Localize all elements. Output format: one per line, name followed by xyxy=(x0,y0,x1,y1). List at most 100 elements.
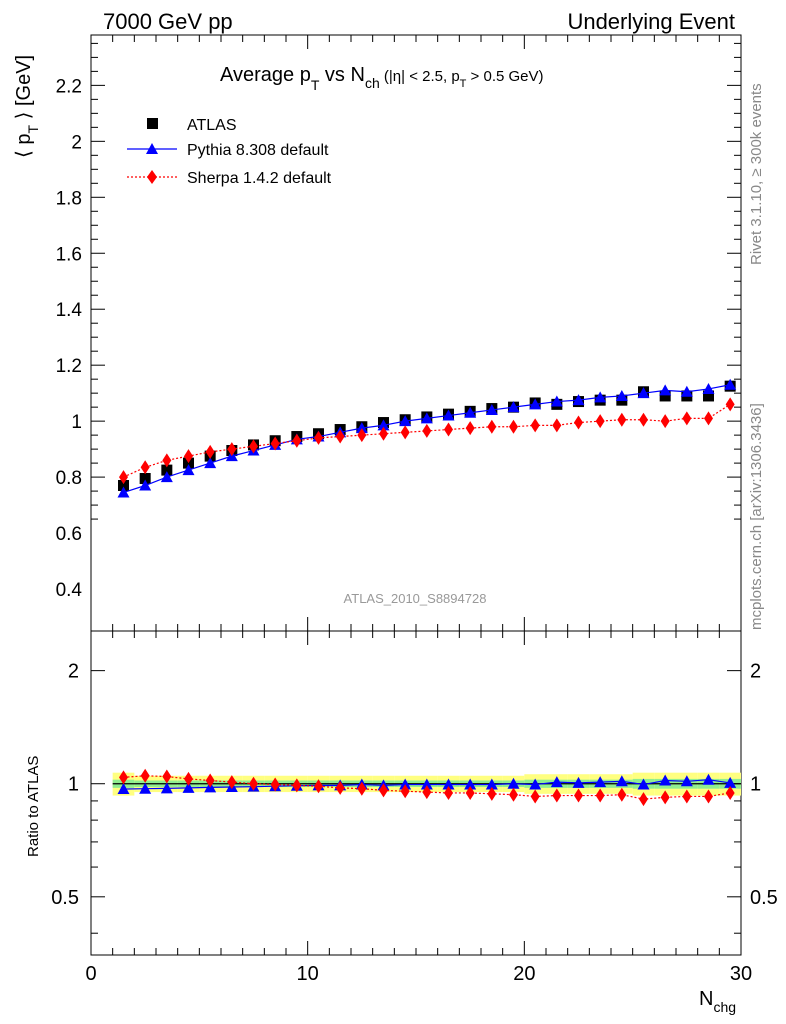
main-y-axis-label-a: ⟨ p xyxy=(13,134,35,158)
main-y-axis-label: ⟨ pT ⟩ [GeV] xyxy=(13,55,41,158)
pythia-ratio-point xyxy=(724,776,737,788)
pythia-main-point xyxy=(529,398,542,410)
sherpa-ratio-point xyxy=(184,771,193,786)
pythia-ratio-point xyxy=(572,776,585,788)
pythia-ratio-point xyxy=(442,778,455,790)
legend-pythia-label: Pythia 8.308 default xyxy=(187,142,329,159)
pythia-ratio-point xyxy=(680,775,693,787)
sherpa-ratio-point xyxy=(270,777,280,792)
pythia-main-point xyxy=(204,457,217,469)
main-y-tick-label: 1.4 xyxy=(56,300,83,321)
plot-title-vs: vs N xyxy=(319,64,365,86)
ratio-y-tick-label-right: 0.5 xyxy=(750,887,778,909)
pythia-ratio-point xyxy=(160,782,173,794)
pythia-ratio-point xyxy=(399,778,412,790)
sherpa-main-point xyxy=(270,436,280,451)
atlas-main-point xyxy=(659,390,671,402)
pythia-ratio-point xyxy=(182,781,195,793)
sherpa-main-point xyxy=(465,421,475,436)
header-right-label: Underlying Event xyxy=(567,9,735,34)
main-y-tick-label: 2.2 xyxy=(56,76,82,97)
pythia-main-point xyxy=(485,403,498,415)
header-left-label: 7000 GeV pp xyxy=(103,9,233,34)
main-y-tick-label: 0.8 xyxy=(56,468,82,489)
pythia-main-point xyxy=(442,409,455,421)
pythia-ratio-point xyxy=(615,775,628,787)
sherpa-ratio-point xyxy=(162,769,172,784)
plot-title-main-sub: T xyxy=(311,77,320,93)
main-y-tick-label: 1.2 xyxy=(56,356,82,377)
sherpa-main-point xyxy=(400,425,410,440)
sherpa-main-point xyxy=(184,449,193,464)
sherpa-main-point xyxy=(335,429,345,444)
legend-sherpa-label: Sherpa 1.4.2 default xyxy=(187,170,332,187)
plot-title-vs-sub: ch xyxy=(365,75,380,91)
sherpa-ratio-point xyxy=(379,783,388,798)
main-y-tick-label: 1.8 xyxy=(56,188,82,209)
pythia-main-point xyxy=(117,486,130,498)
atlas-main-point xyxy=(703,390,714,402)
pythia-main-point xyxy=(377,419,390,431)
sherpa-ratio-point xyxy=(530,789,540,804)
sherpa-ratio-point xyxy=(725,785,735,800)
pythia-main-point xyxy=(464,406,477,418)
sherpa-ratio-point xyxy=(140,768,150,783)
sherpa-ratio-point xyxy=(249,776,258,791)
pythia-main-line xyxy=(123,384,731,494)
ratio-y-tick-label-right: 1 xyxy=(750,774,761,796)
pythia-ratio-point xyxy=(117,783,130,795)
pythia-main-point xyxy=(182,464,195,476)
sherpa-ratio-point xyxy=(227,775,237,790)
main-series-layer xyxy=(117,378,737,498)
pythia-ratio-point xyxy=(550,776,563,788)
sherpa-main-point xyxy=(617,412,627,427)
sherpa-ratio-point xyxy=(639,792,648,807)
sherpa-main-point xyxy=(379,426,388,441)
plot-title-main: Average p xyxy=(220,64,311,86)
ratio-series-layer xyxy=(117,768,737,807)
main-y-tick-label: 1 xyxy=(71,412,82,433)
ratio-y-tick-label: 1 xyxy=(68,774,79,796)
sherpa-main-point xyxy=(140,460,150,475)
pythia-main-point xyxy=(139,479,152,491)
sherpa-main-point xyxy=(444,422,453,437)
pythia-ratio-point xyxy=(464,778,477,790)
sherpa-main-point xyxy=(249,439,258,454)
main-y-tick-label: 2 xyxy=(71,132,82,153)
sherpa-ratio-line xyxy=(123,775,731,800)
plot-title-cut-sub: T xyxy=(460,78,467,90)
plot-title-cut-a: (|η| < 2.5, p xyxy=(380,68,460,85)
plot-title: Average pT vs Nch (|η| < 2.5, pT > 0.5 G… xyxy=(220,64,544,93)
sherpa-main-point xyxy=(205,444,215,459)
sherpa-main-point xyxy=(487,419,497,434)
pythia-main-point xyxy=(637,387,650,399)
pythia-main-point xyxy=(702,382,715,394)
sherpa-main-point xyxy=(119,470,128,485)
sherpa-ratio-point xyxy=(357,781,367,796)
sherpa-ratio-point xyxy=(487,786,497,801)
sherpa-ratio-point xyxy=(335,780,345,795)
pythia-main-point xyxy=(355,422,368,434)
x-axis-label-sub: chg xyxy=(713,999,736,1015)
ratio-y-tick-label-right: 2 xyxy=(750,661,761,683)
x-tick-label: 20 xyxy=(513,963,535,985)
sherpa-main-point xyxy=(357,428,367,443)
analysis-id-label: ATLAS_2010_S8894728 xyxy=(344,591,487,606)
pythia-ratio-point xyxy=(139,782,152,794)
x-axis-label-main: N xyxy=(699,988,713,1010)
pythia-ratio-point xyxy=(594,776,607,788)
pythia-main-point xyxy=(724,378,737,390)
pythia-main-point xyxy=(160,471,173,483)
sherpa-ratio-point xyxy=(400,784,410,799)
sherpa-ratio-point xyxy=(704,789,713,804)
sherpa-main-point xyxy=(314,430,323,445)
pythia-main-point xyxy=(659,384,672,396)
pythia-ratio-point xyxy=(659,774,672,786)
sherpa-ratio-point xyxy=(617,787,627,802)
main-y-axis-label-sub: T xyxy=(25,125,41,134)
sherpa-ratio-point xyxy=(552,788,562,803)
main-y-tick-label: 0.4 xyxy=(56,580,83,601)
pythia-main-point xyxy=(550,395,563,407)
plot-title-cut-b: > 0.5 GeV) xyxy=(466,68,543,85)
x-tick-label: 10 xyxy=(297,963,319,985)
